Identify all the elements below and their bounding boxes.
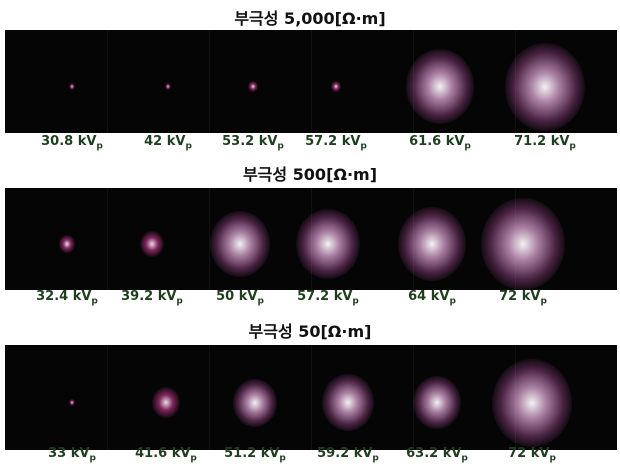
voltage-label: 53.2 kVp bbox=[222, 134, 284, 152]
discharge-glow bbox=[233, 379, 277, 427]
voltage-subscript: p bbox=[360, 142, 366, 152]
voltage-subscript: p bbox=[549, 454, 555, 464]
photo-frame bbox=[209, 30, 312, 133]
discharge-glow bbox=[59, 235, 75, 253]
discharge-glow bbox=[69, 83, 75, 90]
voltage-subscript: p bbox=[461, 454, 467, 464]
voltage-subscript: p bbox=[569, 142, 575, 152]
photo-strip bbox=[5, 188, 617, 290]
voltage-text: 57.2 kV bbox=[305, 134, 360, 149]
discharge-glow bbox=[69, 399, 75, 406]
photo-frame bbox=[5, 345, 108, 450]
voltage-subscript: p bbox=[176, 297, 182, 307]
photo-frame bbox=[107, 30, 210, 133]
voltage-text: 50 kV bbox=[216, 289, 257, 304]
voltage-label: 41.6 kVp bbox=[135, 446, 197, 464]
voltage-label: 57.2 kVp bbox=[297, 289, 359, 307]
voltage-subscript: p bbox=[352, 297, 358, 307]
discharge-glow bbox=[406, 49, 474, 124]
voltage-text: 30.8 kV bbox=[41, 134, 96, 149]
voltage-subscript: p bbox=[277, 142, 283, 152]
photo-frame bbox=[311, 30, 414, 133]
voltage-text: 61.6 kV bbox=[409, 134, 464, 149]
voltage-label: 50 kVp bbox=[216, 289, 264, 307]
voltage-label: 64 kVp bbox=[408, 289, 456, 307]
discharge-glow bbox=[331, 81, 341, 92]
voltage-label: 71.2 kVp bbox=[514, 134, 576, 152]
discharge-glow bbox=[492, 359, 572, 447]
voltage-label: 61.6 kVp bbox=[409, 134, 471, 152]
voltage-text: 33 kV bbox=[48, 446, 89, 461]
discharge-glow bbox=[322, 374, 374, 431]
voltage-label: 39.2 kVp bbox=[121, 289, 183, 307]
voltage-subscript: p bbox=[91, 297, 97, 307]
voltage-text: 42 kV bbox=[144, 134, 185, 149]
voltage-label: 72 kVp bbox=[508, 446, 556, 464]
voltage-text: 57.2 kV bbox=[297, 289, 352, 304]
voltage-label: 72 kVp bbox=[499, 289, 547, 307]
figure: (() => { const data = JSON.parse(documen… bbox=[0, 0, 620, 469]
discharge-glow bbox=[296, 209, 360, 279]
panel-title: 부극성 500[Ω·m] bbox=[0, 161, 620, 185]
discharge-glow bbox=[210, 211, 270, 277]
photo-frame bbox=[515, 188, 617, 290]
voltage-text: 71.2 kV bbox=[514, 134, 569, 149]
photo-strip bbox=[5, 30, 617, 133]
discharge-glow bbox=[413, 376, 461, 429]
discharge-glow bbox=[398, 207, 466, 282]
voltage-subscript: p bbox=[190, 454, 196, 464]
voltage-text: 51.2 kV bbox=[224, 446, 279, 461]
voltage-subscript: p bbox=[279, 454, 285, 464]
panel-title: 부극성 50[Ω·m] bbox=[0, 318, 620, 342]
photo-strip bbox=[5, 345, 617, 450]
photo-frame bbox=[515, 30, 617, 133]
photo-frame bbox=[107, 345, 210, 450]
discharge-glow bbox=[481, 198, 565, 290]
photo-frame bbox=[209, 345, 312, 450]
voltage-text: 63.2 kV bbox=[406, 446, 461, 461]
voltage-label: 57.2 kVp bbox=[305, 134, 367, 152]
voltage-text: 72 kV bbox=[508, 446, 549, 461]
voltage-subscript: p bbox=[540, 297, 546, 307]
voltage-text: 32.4 kV bbox=[36, 289, 91, 304]
voltage-subscript: p bbox=[257, 297, 263, 307]
voltage-subscript: p bbox=[449, 297, 455, 307]
voltage-label: 33 kVp bbox=[48, 446, 96, 464]
discharge-glow bbox=[165, 83, 171, 90]
voltage-label: 59.2 kVp bbox=[317, 446, 379, 464]
photo-frame bbox=[311, 345, 414, 450]
discharge-glow bbox=[248, 81, 258, 92]
voltage-label: 51.2 kVp bbox=[224, 446, 286, 464]
voltage-text: 39.2 kV bbox=[121, 289, 176, 304]
voltage-subscript: p bbox=[372, 454, 378, 464]
voltage-text: 64 kV bbox=[408, 289, 449, 304]
photo-frame bbox=[5, 188, 108, 290]
voltage-subscript: p bbox=[185, 142, 191, 152]
voltage-subscript: p bbox=[96, 142, 102, 152]
voltage-subscript: p bbox=[464, 142, 470, 152]
voltage-text: 59.2 kV bbox=[317, 446, 372, 461]
voltage-label: 63.2 kVp bbox=[406, 446, 468, 464]
discharge-glow bbox=[140, 231, 164, 257]
photo-frame bbox=[515, 345, 617, 450]
voltage-text: 41.6 kV bbox=[135, 446, 190, 461]
photo-frame bbox=[107, 188, 210, 290]
voltage-label: 30.8 kVp bbox=[41, 134, 103, 152]
voltage-subscript: p bbox=[89, 454, 95, 464]
panel-title: 부극성 5,000[Ω·m] bbox=[0, 5, 620, 29]
photo-frame bbox=[5, 30, 108, 133]
voltage-text: 53.2 kV bbox=[222, 134, 277, 149]
discharge-glow bbox=[152, 387, 180, 418]
photo-frame bbox=[413, 30, 516, 133]
discharge-glow bbox=[505, 43, 585, 131]
voltage-text: 72 kV bbox=[499, 289, 540, 304]
voltage-label: 32.4 kVp bbox=[36, 289, 98, 307]
voltage-label: 42 kVp bbox=[144, 134, 192, 152]
